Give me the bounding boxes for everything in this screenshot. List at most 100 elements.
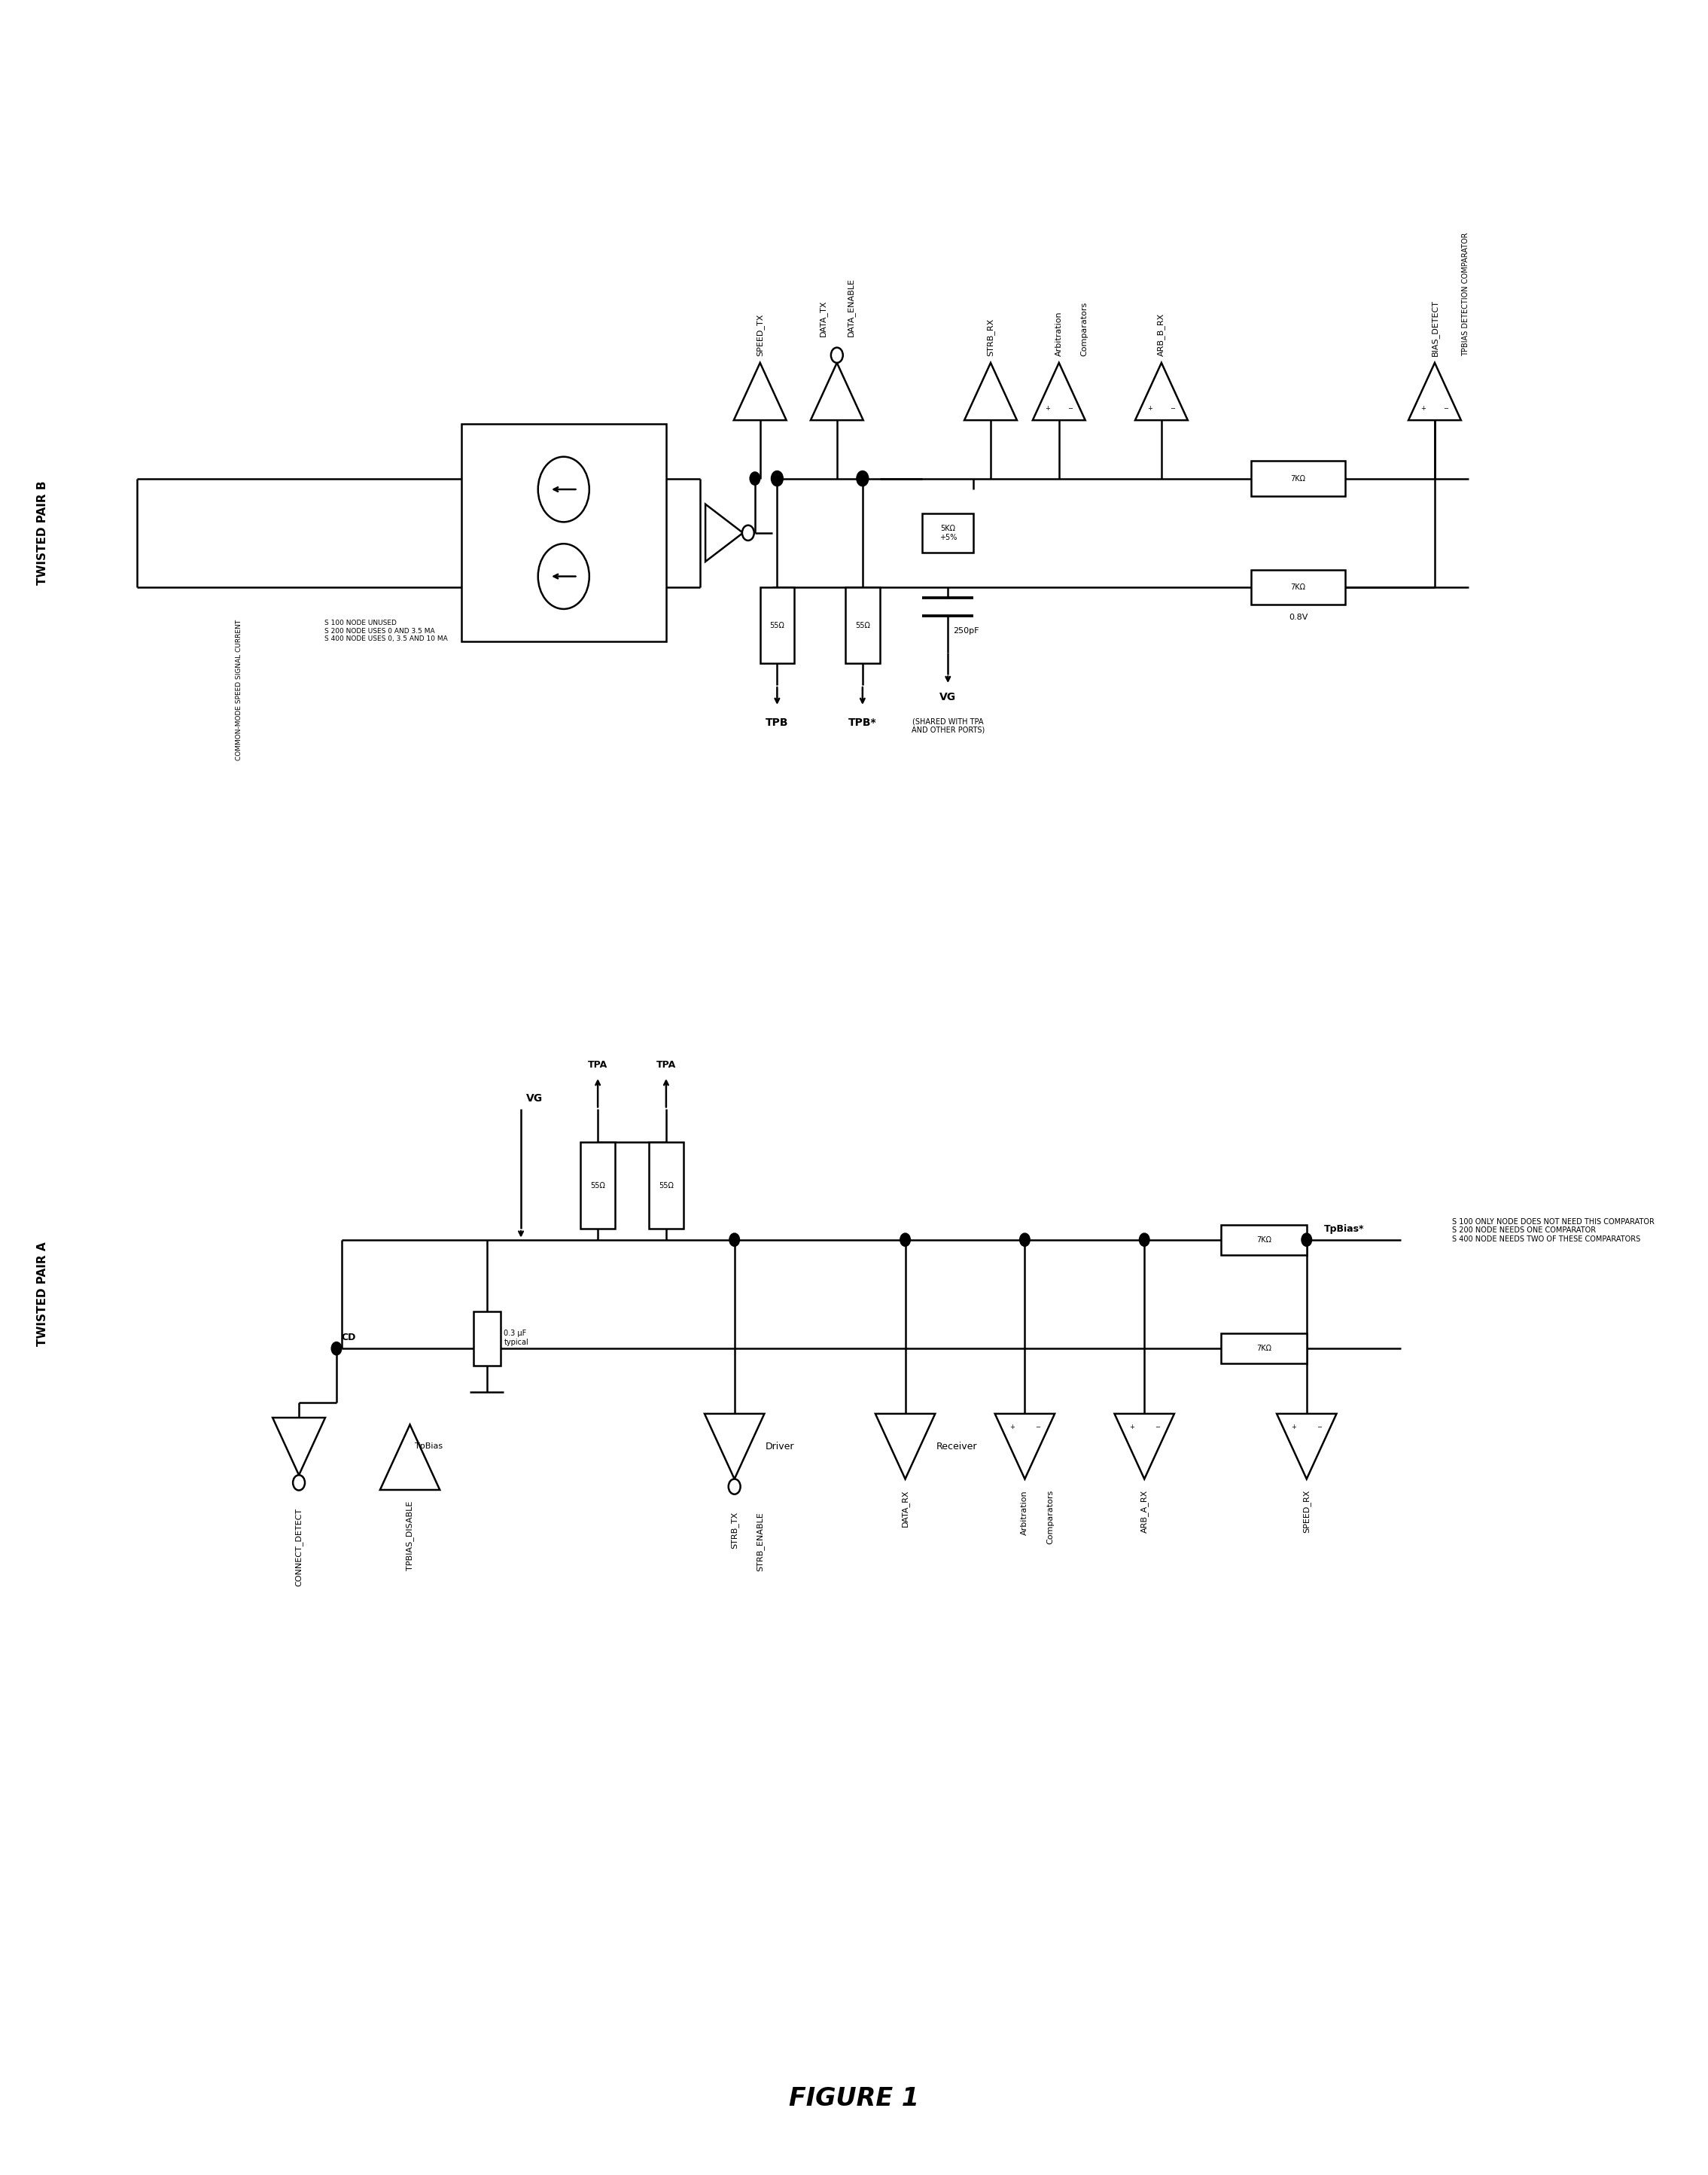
Text: Receiver: Receiver	[936, 1442, 977, 1451]
Circle shape	[1139, 1233, 1149, 1246]
Bar	[845, 587, 880, 663]
Text: +: +	[1129, 1425, 1134, 1431]
Circle shape	[900, 1233, 910, 1246]
Polygon shape	[1409, 363, 1460, 420]
Text: TPB: TPB	[765, 718, 789, 729]
Text: Arbitration: Arbitration	[1056, 311, 1062, 357]
Polygon shape	[874, 1414, 936, 1479]
Text: BIAS_DETECT: BIAS_DETECT	[1431, 300, 1438, 357]
Text: −: −	[1035, 1425, 1040, 1431]
Polygon shape	[1033, 363, 1085, 420]
Text: 250pF: 250pF	[953, 626, 979, 635]
Bar	[1250, 570, 1346, 605]
Bar	[922, 513, 974, 552]
Circle shape	[538, 457, 589, 522]
Circle shape	[741, 524, 755, 539]
Circle shape	[857, 470, 868, 485]
Text: −: −	[1443, 405, 1448, 411]
Text: CONNECT_DETECT: CONNECT_DETECT	[295, 1507, 302, 1586]
Text: TPBIAS DETECTION COMPARATOR: TPBIAS DETECTION COMPARATOR	[1462, 233, 1469, 357]
Text: +: +	[1045, 405, 1050, 411]
Text: +: +	[1291, 1425, 1296, 1431]
Text: Driver: Driver	[765, 1442, 794, 1451]
Text: STRB_TX: STRB_TX	[731, 1512, 738, 1549]
Text: −: −	[1155, 1425, 1160, 1431]
Text: 7KΩ: 7KΩ	[1257, 1235, 1271, 1244]
Text: 7KΩ: 7KΩ	[1291, 583, 1305, 592]
Text: TWISTED PAIR A: TWISTED PAIR A	[38, 1242, 48, 1346]
Text: 5KΩ
+5%: 5KΩ +5%	[939, 524, 956, 542]
Text: 0.3 µF
typical: 0.3 µF typical	[504, 1329, 528, 1346]
Text: TPA: TPA	[656, 1061, 676, 1070]
Polygon shape	[1278, 1414, 1337, 1479]
Text: 55Ω: 55Ω	[659, 1181, 673, 1190]
Circle shape	[750, 472, 760, 485]
Bar	[1221, 1225, 1307, 1255]
Text: S 100 ONLY NODE DOES NOT NEED THIS COMPARATOR
S 200 NODE NEEDS ONE COMPARATOR
S : S 100 ONLY NODE DOES NOT NEED THIS COMPA…	[1452, 1218, 1653, 1242]
Text: COMMON-MODE SPEED SIGNAL CURRENT: COMMON-MODE SPEED SIGNAL CURRENT	[236, 620, 243, 761]
Text: TpBias*: TpBias*	[1324, 1225, 1365, 1233]
Text: SPEED_RX: SPEED_RX	[1303, 1490, 1310, 1533]
Text: CD: CD	[342, 1333, 357, 1342]
Text: +: +	[1009, 1425, 1015, 1431]
Text: −: −	[1170, 405, 1175, 411]
Text: 7KΩ: 7KΩ	[1291, 474, 1305, 483]
Text: 55Ω: 55Ω	[591, 1181, 605, 1190]
Text: −: −	[1317, 1425, 1322, 1431]
Text: TPB*: TPB*	[849, 718, 876, 729]
Text: VG: VG	[939, 692, 956, 703]
Text: TpBias: TpBias	[415, 1442, 442, 1451]
Text: Comparators: Comparators	[1047, 1490, 1054, 1544]
Bar	[461, 424, 666, 642]
Text: ARB_A_RX: ARB_A_RX	[1141, 1490, 1148, 1533]
Text: (SHARED WITH TPA
AND OTHER PORTS): (SHARED WITH TPA AND OTHER PORTS)	[912, 718, 984, 733]
Text: DATA_RX: DATA_RX	[902, 1490, 909, 1527]
Text: TPA: TPA	[588, 1061, 608, 1070]
Text: SPEED_TX: SPEED_TX	[757, 313, 763, 357]
Polygon shape	[994, 1414, 1056, 1479]
Circle shape	[1301, 1233, 1312, 1246]
Circle shape	[538, 544, 589, 609]
Polygon shape	[965, 363, 1016, 420]
Bar	[581, 1142, 615, 1229]
Polygon shape	[705, 505, 743, 561]
Text: DATA_TX: DATA_TX	[820, 300, 827, 337]
Text: STRB_ENABLE: STRB_ENABLE	[757, 1512, 763, 1570]
Circle shape	[729, 1479, 741, 1494]
Bar	[1250, 461, 1346, 496]
Bar	[760, 587, 794, 663]
Text: −: −	[1068, 405, 1073, 411]
Text: TPBIAS_DISABLE: TPBIAS_DISABLE	[407, 1501, 413, 1570]
Text: ARB_B_RX: ARB_B_RX	[1158, 313, 1165, 357]
Text: 7KΩ: 7KΩ	[1257, 1344, 1271, 1353]
Text: Comparators: Comparators	[1081, 302, 1088, 357]
Text: +: +	[1421, 405, 1426, 411]
Bar	[649, 1142, 683, 1229]
Text: TWISTED PAIR B: TWISTED PAIR B	[38, 481, 48, 585]
Circle shape	[772, 470, 782, 485]
Circle shape	[729, 1233, 740, 1246]
Bar	[473, 1312, 500, 1366]
Polygon shape	[705, 1414, 765, 1479]
Text: S 100 NODE UNUSED
S 200 NODE USES 0 AND 3.5 MA
S 400 NODE USES 0, 3.5 AND 10 MA: S 100 NODE UNUSED S 200 NODE USES 0 AND …	[325, 620, 447, 642]
Text: 55Ω: 55Ω	[770, 622, 784, 629]
Polygon shape	[734, 363, 786, 420]
Polygon shape	[273, 1418, 325, 1475]
Text: VG: VG	[526, 1094, 543, 1103]
Text: FIGURE 1: FIGURE 1	[789, 2086, 919, 2112]
Polygon shape	[1136, 363, 1187, 420]
Bar	[1221, 1333, 1307, 1364]
Circle shape	[1020, 1233, 1030, 1246]
Text: 55Ω: 55Ω	[856, 622, 869, 629]
Circle shape	[331, 1342, 342, 1355]
Text: 0.8V: 0.8V	[1288, 613, 1308, 620]
Text: STRB_RX: STRB_RX	[987, 318, 994, 357]
Polygon shape	[379, 1425, 441, 1490]
Circle shape	[832, 348, 844, 363]
Polygon shape	[1115, 1414, 1175, 1479]
Text: DATA_ENABLE: DATA_ENABLE	[847, 278, 854, 337]
Text: Arbitration: Arbitration	[1021, 1490, 1028, 1536]
Polygon shape	[811, 363, 863, 420]
Text: +: +	[1148, 405, 1153, 411]
Circle shape	[294, 1475, 306, 1490]
